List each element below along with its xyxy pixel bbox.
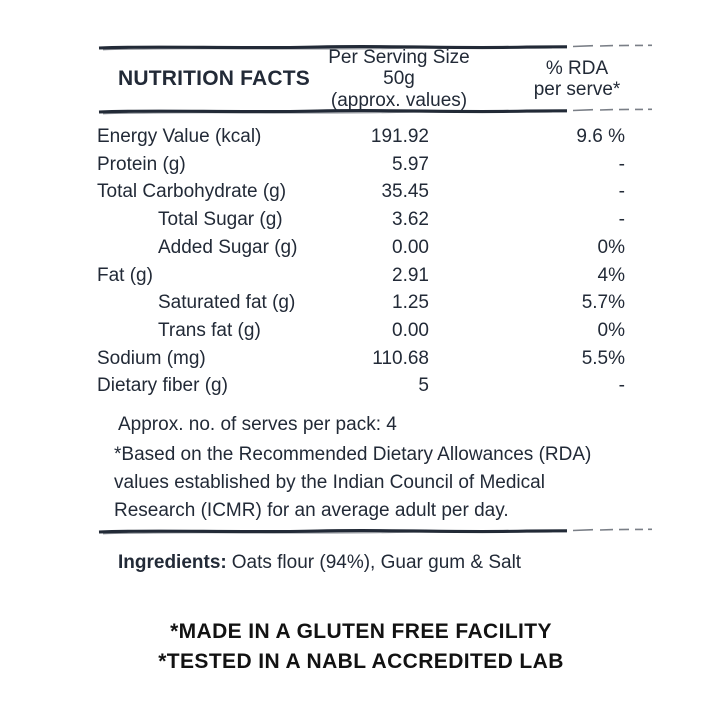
row-rda: 4%	[597, 264, 625, 286]
table-header: NUTRITION FACTS Per Serving Size 50g (ap…	[97, 47, 625, 111]
table-row: Trans fat (g) 0.00 0%	[97, 317, 625, 345]
table-row: Total Sugar (g) 3.62 -	[97, 206, 625, 234]
header-rda: % RDA per serve*	[515, 58, 639, 101]
table-row: Protein (g) 5.97 -	[97, 151, 625, 179]
footer-claims: *MADE IN A GLUTEN FREE FACILITY *TESTED …	[97, 617, 625, 677]
header-rda-line1: % RDA	[545, 57, 609, 79]
header-serving-line2: (approx. values)	[330, 89, 468, 111]
row-label: Total Sugar (g)	[158, 209, 283, 231]
row-rda: -	[618, 181, 625, 203]
row-value: 2.91	[392, 264, 429, 286]
row-rda: -	[618, 153, 625, 175]
table-row: Saturated fat (g) 1.25 5.7%	[97, 289, 625, 317]
row-label: Protein (g)	[97, 153, 186, 175]
table-row: Dietary fiber (g) 5 -	[97, 372, 625, 400]
rda-footnote: *Based on the Recommended Dietary Allowa…	[97, 441, 625, 525]
row-value: 5.97	[392, 153, 429, 175]
table-row: Energy Value (kcal) 191.92 9.6 %	[97, 123, 625, 151]
row-value: 0.00	[392, 319, 429, 341]
table-row: Total Carbohydrate (g) 35.45 -	[97, 178, 625, 206]
serves-per-pack-note: Approx. no. of serves per pack: 4	[118, 414, 397, 436]
row-rda: 5.7%	[581, 292, 625, 314]
rda-footnote-line: values established by the Indian Council…	[114, 472, 545, 494]
row-rda: -	[618, 375, 625, 397]
table-row: Sodium (mg) 110.68 5.5%	[97, 345, 625, 373]
row-label: Fat (g)	[97, 264, 153, 286]
table-row: Fat (g) 2.91 4%	[97, 262, 625, 290]
row-rda: -	[618, 209, 625, 231]
row-value: 191.92	[370, 126, 429, 147]
row-label: Total Carbohydrate (g)	[97, 181, 287, 203]
nutrition-table: Energy Value (kcal) 191.92 9.6 % Protein (…	[97, 123, 625, 400]
row-value: 35.45	[381, 181, 429, 203]
row-label: Added Sugar (g)	[158, 236, 298, 258]
row-value: 0.00	[392, 236, 429, 258]
divider-header	[98, 108, 652, 115]
row-label: Sodium (mg)	[97, 347, 206, 369]
ingredients-value: Oats flour (94%), Guar gum & Salt	[231, 552, 522, 574]
divider-ingredients	[98, 528, 652, 535]
rda-footnote-line: Research (ICMR) for an average adult per…	[114, 500, 509, 522]
row-label: Saturated fat (g)	[158, 292, 296, 314]
footer-claim-nabl-lab: *TESTED IN A NABL ACCREDITED LAB	[158, 650, 564, 674]
rda-footnote-line: *Based on the Recommended Dietary Allowa…	[114, 444, 592, 466]
row-value: 3.62	[392, 209, 429, 231]
footer-claim-gluten-free: *MADE IN A GLUTEN FREE FACILITY	[170, 620, 552, 644]
row-rda: 9.6 %	[576, 126, 625, 147]
header-serving-size: Per Serving Size 50g (approx. values)	[311, 47, 487, 112]
row-value: 110.68	[372, 347, 429, 369]
row-value: 5	[418, 375, 429, 397]
divider-top	[98, 44, 652, 51]
row-rda: 0%	[597, 319, 625, 341]
row-label: Energy Value (kcal)	[97, 126, 262, 147]
header-rda-line2: per serve*	[533, 79, 621, 100]
table-title: NUTRITION FACTS	[118, 67, 310, 90]
row-rda: 5.5%	[581, 347, 625, 369]
row-label: Trans fat (g)	[158, 319, 261, 341]
table-row: Added Sugar (g) 0.00 0%	[97, 234, 625, 262]
row-label: Dietary fiber (g)	[97, 375, 228, 397]
ingredients-label: Ingredients:	[118, 552, 227, 574]
header-serving-line1: Per Serving Size 50g	[328, 46, 470, 90]
row-rda: 0%	[597, 236, 625, 258]
ingredients-line: Ingredients: Oats flour (94%), Guar gum &…	[97, 549, 625, 577]
row-value: 1.25	[392, 292, 429, 314]
